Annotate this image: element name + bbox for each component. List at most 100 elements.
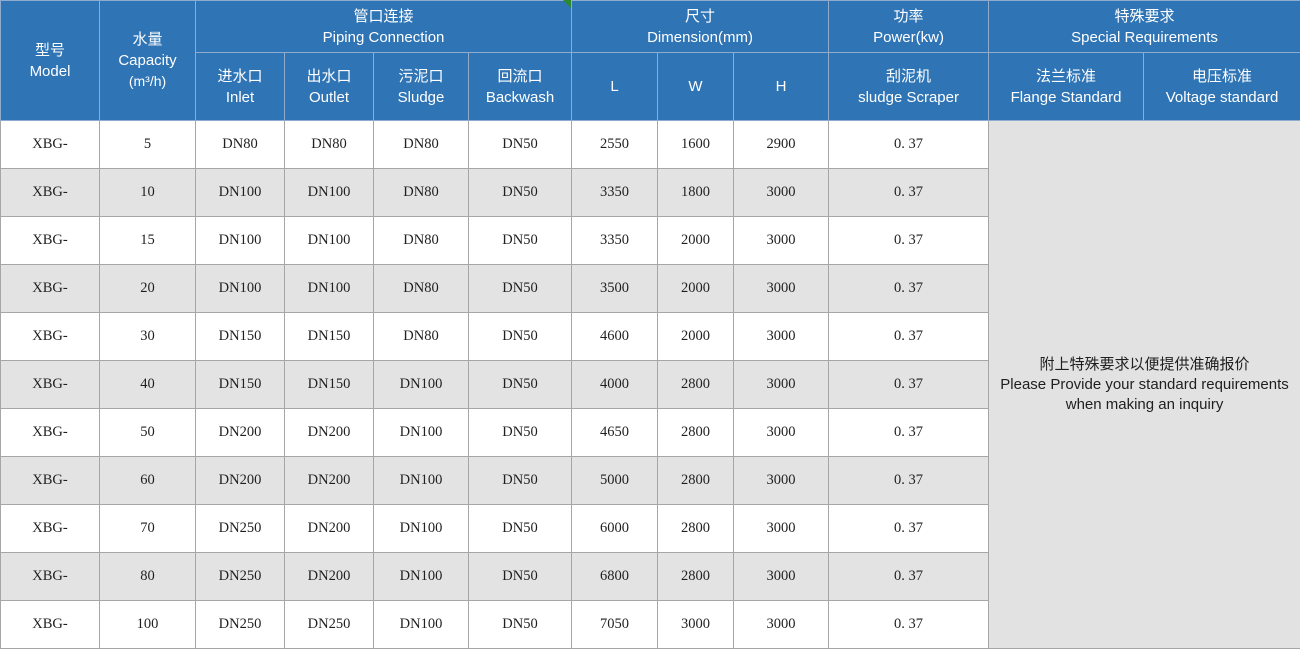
group-header-special-zh: 特殊要求 — [989, 6, 1300, 27]
cell-width: 2000 — [658, 217, 734, 265]
group-header-dimension: 尺寸 Dimension(mm) — [572, 1, 829, 53]
cell-length: 6800 — [572, 553, 658, 601]
cell-model: XBG- — [1, 313, 100, 361]
cell-backwash: DN50 — [469, 553, 572, 601]
cell-backwash: DN50 — [469, 601, 572, 649]
cell-outlet: DN200 — [285, 409, 374, 457]
col-header-backwash: 回流口 Backwash — [469, 53, 572, 121]
cell-power: 0. 37 — [829, 121, 989, 169]
cell-sludge: DN80 — [374, 313, 469, 361]
col-header-outlet-en: Outlet — [285, 87, 373, 108]
cell-capacity: 40 — [100, 361, 196, 409]
cell-outlet: DN250 — [285, 601, 374, 649]
cell-height: 3000 — [734, 169, 829, 217]
cell-length: 3500 — [572, 265, 658, 313]
col-header-model: 型号 Model — [1, 1, 100, 121]
cell-inlet: DN100 — [196, 217, 285, 265]
cell-width: 3000 — [658, 601, 734, 649]
col-header-inlet: 进水口 Inlet — [196, 53, 285, 121]
cell-sludge: DN100 — [374, 601, 469, 649]
cell-outlet: DN200 — [285, 505, 374, 553]
col-header-inlet-en: Inlet — [196, 87, 284, 108]
cell-sludge: DN80 — [374, 169, 469, 217]
cell-height: 3000 — [734, 457, 829, 505]
cell-capacity: 80 — [100, 553, 196, 601]
cell-power: 0. 37 — [829, 505, 989, 553]
cell-width: 2800 — [658, 553, 734, 601]
cell-backwash: DN50 — [469, 457, 572, 505]
cell-height: 3000 — [734, 553, 829, 601]
col-header-voltage-en: Voltage standard — [1144, 87, 1300, 108]
col-header-sludge: 污泥口 Sludge — [374, 53, 469, 121]
cell-length: 4600 — [572, 313, 658, 361]
cell-length: 4650 — [572, 409, 658, 457]
cell-sludge: DN80 — [374, 121, 469, 169]
cell-outlet: DN80 — [285, 121, 374, 169]
cell-model: XBG- — [1, 409, 100, 457]
cell-backwash: DN50 — [469, 121, 572, 169]
cell-capacity: 70 — [100, 505, 196, 553]
col-header-length: L — [572, 53, 658, 121]
group-header-special-en: Special Requirements — [989, 27, 1300, 48]
cell-outlet: DN150 — [285, 313, 374, 361]
special-requirements-note: 附上特殊要求以便提供准确报价 Please Provide your stand… — [989, 121, 1300, 649]
cell-power: 0. 37 — [829, 553, 989, 601]
cell-length: 2550 — [572, 121, 658, 169]
col-header-model-en: Model — [1, 61, 99, 82]
cell-length: 3350 — [572, 169, 658, 217]
cell-capacity: 100 — [100, 601, 196, 649]
cell-length: 3350 — [572, 217, 658, 265]
col-header-outlet: 出水口 Outlet — [285, 53, 374, 121]
col-header-scraper-zh: 刮泥机 — [829, 66, 988, 87]
special-note-line-en1: Please Provide your standard requirement… — [989, 375, 1300, 395]
cell-outlet: DN200 — [285, 553, 374, 601]
cell-backwash: DN50 — [469, 409, 572, 457]
cell-power: 0. 37 — [829, 361, 989, 409]
cell-capacity: 15 — [100, 217, 196, 265]
cell-outlet: DN100 — [285, 265, 374, 313]
cell-model: XBG- — [1, 601, 100, 649]
cell-sludge: DN80 — [374, 217, 469, 265]
cell-width: 2000 — [658, 265, 734, 313]
special-note-line-en2: when making an inquiry — [989, 395, 1300, 415]
cell-sludge: DN100 — [374, 361, 469, 409]
col-header-flange: 法兰标准 Flange Standard — [989, 53, 1144, 121]
cell-inlet: DN200 — [196, 457, 285, 505]
cell-sludge: DN100 — [374, 457, 469, 505]
cell-height: 3000 — [734, 217, 829, 265]
col-header-scraper-en: sludge Scraper — [829, 87, 988, 108]
cell-model: XBG- — [1, 361, 100, 409]
group-header-dimension-en: Dimension(mm) — [572, 27, 828, 48]
cell-power: 0. 37 — [829, 169, 989, 217]
col-header-outlet-zh: 出水口 — [285, 66, 373, 87]
col-header-backwash-zh: 回流口 — [469, 66, 571, 87]
cell-height: 3000 — [734, 601, 829, 649]
cell-length: 4000 — [572, 361, 658, 409]
col-header-model-zh: 型号 — [1, 40, 99, 61]
group-header-piping-zh: 管口连接 — [196, 6, 571, 27]
cell-capacity: 20 — [100, 265, 196, 313]
col-header-sludge-zh: 污泥口 — [374, 66, 468, 87]
cell-power: 0. 37 — [829, 313, 989, 361]
group-header-power-en: Power(kw) — [829, 27, 988, 48]
cell-sludge: DN80 — [374, 265, 469, 313]
cell-inlet: DN250 — [196, 553, 285, 601]
group-header-piping: 管口连接 Piping Connection — [196, 1, 572, 53]
col-header-inlet-zh: 进水口 — [196, 66, 284, 87]
col-header-width: W — [658, 53, 734, 121]
col-header-flange-zh: 法兰标准 — [989, 66, 1143, 87]
cell-power: 0. 37 — [829, 265, 989, 313]
cell-outlet: DN100 — [285, 217, 374, 265]
cell-height: 3000 — [734, 313, 829, 361]
cell-inlet: DN200 — [196, 409, 285, 457]
col-header-capacity-unit: (m³/h) — [100, 71, 195, 92]
col-header-flange-en: Flange Standard — [989, 87, 1143, 108]
cell-width: 1600 — [658, 121, 734, 169]
col-header-sludge-en: Sludge — [374, 87, 468, 108]
special-note-line-zh: 附上特殊要求以便提供准确报价 — [989, 355, 1300, 375]
cell-inlet: DN150 — [196, 361, 285, 409]
cell-capacity: 30 — [100, 313, 196, 361]
cell-width: 1800 — [658, 169, 734, 217]
